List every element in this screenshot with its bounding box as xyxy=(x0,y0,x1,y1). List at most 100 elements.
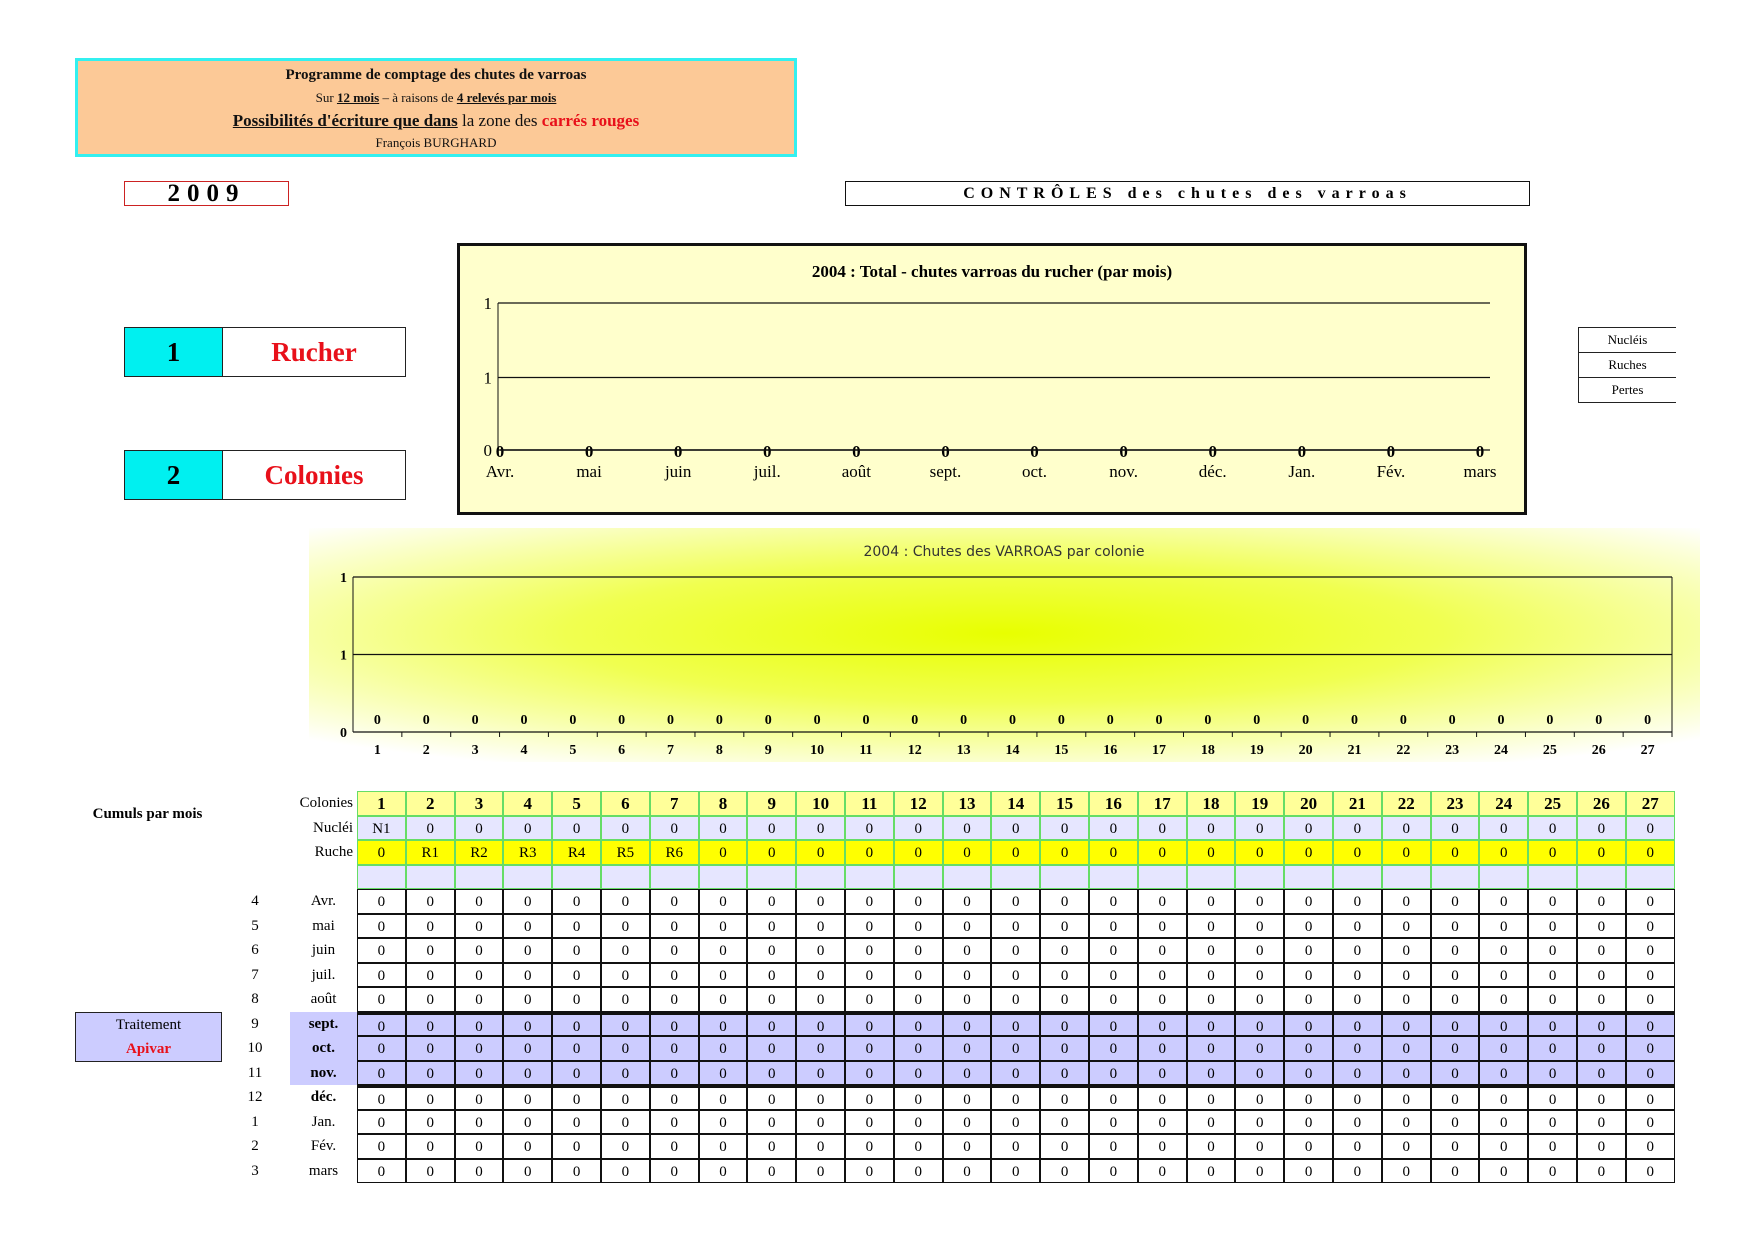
x-tick-label: juin xyxy=(664,462,692,481)
nuclei-cell[interactable]: 0 xyxy=(454,815,504,840)
blank-cell xyxy=(1137,864,1187,889)
data-label: 0 xyxy=(1030,442,1039,461)
month-value-cell: 0 xyxy=(503,987,553,1012)
nuclei-cell[interactable]: 0 xyxy=(1186,815,1236,840)
month-value-cell: 0 xyxy=(1625,962,1675,987)
ruche-cell[interactable]: R3 xyxy=(503,840,553,865)
month-value-cell: 0 xyxy=(1577,1036,1626,1061)
ruche-cell[interactable]: 0 xyxy=(991,840,1041,865)
ruche-cell[interactable]: 0 xyxy=(796,840,845,865)
nuclei-cell[interactable]: 0 xyxy=(1577,815,1626,840)
nuclei-cell[interactable]: 0 xyxy=(1040,815,1089,840)
nav-button-rucher[interactable]: 1 Rucher xyxy=(124,327,406,377)
ruche-cell[interactable]: 0 xyxy=(1089,840,1138,865)
ruche-cell[interactable]: 0 xyxy=(1333,840,1382,865)
x-tick-label: 19 xyxy=(1250,743,1264,758)
ruche-cell[interactable]: 0 xyxy=(1137,840,1187,865)
ruche-cell[interactable]: 0 xyxy=(1040,840,1089,865)
month-value-cell: 0 xyxy=(893,1158,943,1183)
month-value-cell: 0 xyxy=(942,1109,992,1134)
ruche-cell[interactable]: 0 xyxy=(1381,840,1431,865)
nuclei-cell[interactable]: 0 xyxy=(796,815,845,840)
ruche-cell[interactable]: 0 xyxy=(1479,840,1529,865)
legend-ruches[interactable]: Ruches xyxy=(1578,352,1676,377)
nuclei-cell[interactable]: 0 xyxy=(1528,815,1577,840)
ruche-cell[interactable]: 0 xyxy=(845,840,894,865)
nuclei-cell[interactable]: 0 xyxy=(1137,815,1187,840)
nuclei-cell[interactable]: 0 xyxy=(698,815,748,840)
nuclei-cell[interactable]: 0 xyxy=(405,815,455,840)
nuclei-cell[interactable]: 0 xyxy=(845,815,894,840)
ruche-cell[interactable]: 0 xyxy=(893,840,943,865)
ruche-cell[interactable]: R6 xyxy=(649,840,699,865)
nuclei-cell[interactable]: 0 xyxy=(942,815,992,840)
month-value-cell: 0 xyxy=(552,1085,601,1110)
nuclei-cell[interactable]: 0 xyxy=(1430,815,1480,840)
ruche-cell[interactable]: 0 xyxy=(698,840,748,865)
month-value-cell: 0 xyxy=(893,987,943,1012)
nuclei-cell[interactable]: 0 xyxy=(1333,815,1382,840)
month-value-cell: 0 xyxy=(1284,1036,1333,1061)
ruche-cell[interactable]: 0 xyxy=(1625,840,1675,865)
nuclei-cell[interactable]: 0 xyxy=(1381,815,1431,840)
nav-button-colonies[interactable]: 2 Colonies xyxy=(124,450,406,500)
month-value-cell: 0 xyxy=(454,1109,504,1134)
nuclei-cell[interactable]: 0 xyxy=(552,815,601,840)
month-value-cell: 0 xyxy=(1479,938,1529,963)
month-value-cell: 0 xyxy=(1381,913,1431,938)
month-value-cell: 0 xyxy=(796,889,845,914)
ruche-cell[interactable]: 0 xyxy=(1284,840,1333,865)
nuclei-cell[interactable]: N1 xyxy=(357,815,406,840)
month-value-cell: 0 xyxy=(1381,1134,1431,1159)
nuclei-cell[interactable]: 0 xyxy=(1479,815,1529,840)
ruche-cell[interactable]: R1 xyxy=(405,840,455,865)
month-value-cell: 0 xyxy=(405,1109,455,1134)
nuclei-cell[interactable]: 0 xyxy=(601,815,650,840)
month-value-cell: 0 xyxy=(796,1011,845,1036)
data-label: 0 xyxy=(674,442,683,461)
ruche-cell[interactable]: 0 xyxy=(357,840,406,865)
nuclei-cell[interactable]: 0 xyxy=(747,815,797,840)
nuclei-cell[interactable]: 0 xyxy=(1089,815,1138,840)
ruche-cell[interactable]: R4 xyxy=(552,840,601,865)
x-tick-label: 8 xyxy=(716,743,723,758)
ruche-cell[interactable]: 0 xyxy=(1235,840,1285,865)
month-value-cell: 0 xyxy=(1381,1060,1431,1085)
ruche-cell[interactable]: 0 xyxy=(1186,840,1236,865)
year-field[interactable]: 2009 xyxy=(124,181,289,206)
month-value-cell: 0 xyxy=(893,1036,943,1061)
x-tick-label: déc. xyxy=(1199,462,1227,481)
nuclei-cell[interactable]: 0 xyxy=(893,815,943,840)
ruche-cell[interactable]: 0 xyxy=(1577,840,1626,865)
data-label: 0 xyxy=(862,713,869,728)
nuclei-cell[interactable]: 0 xyxy=(649,815,699,840)
month-value-cell: 0 xyxy=(649,889,699,914)
nuclei-cell[interactable]: 0 xyxy=(1625,815,1675,840)
ruche-cell[interactable]: 0 xyxy=(1430,840,1480,865)
nuclei-cell[interactable]: 0 xyxy=(503,815,553,840)
nuclei-cell[interactable]: 0 xyxy=(1235,815,1285,840)
month-value-cell: 0 xyxy=(1137,1011,1187,1036)
month-value-cell: 0 xyxy=(503,938,553,963)
ruche-cell[interactable]: 0 xyxy=(942,840,992,865)
month-value-cell: 0 xyxy=(503,1158,553,1183)
month-value-cell: 0 xyxy=(405,962,455,987)
month-value-cell: 0 xyxy=(1235,1109,1285,1134)
month-value-cell: 0 xyxy=(503,1036,553,1061)
ruche-cell[interactable]: R5 xyxy=(601,840,650,865)
month-value-cell: 0 xyxy=(942,962,992,987)
month-value-cell: 0 xyxy=(893,1134,943,1159)
nuclei-cell[interactable]: 0 xyxy=(991,815,1041,840)
ruche-cell[interactable]: 0 xyxy=(1528,840,1577,865)
month-value-cell: 0 xyxy=(454,938,504,963)
month-value-cell: 0 xyxy=(1625,1158,1675,1183)
nuclei-cell[interactable]: 0 xyxy=(1284,815,1333,840)
month-value-cell: 0 xyxy=(601,1134,650,1159)
x-tick-label: août xyxy=(842,462,872,481)
legend-pertes[interactable]: Pertes xyxy=(1578,377,1676,403)
ruche-cell[interactable]: R2 xyxy=(454,840,504,865)
treatment-box: Traitement Apivar xyxy=(75,1012,222,1062)
ruche-cell[interactable]: 0 xyxy=(747,840,797,865)
legend-nucleis[interactable]: Nucléis xyxy=(1578,327,1676,352)
month-value-cell: 0 xyxy=(1186,962,1236,987)
